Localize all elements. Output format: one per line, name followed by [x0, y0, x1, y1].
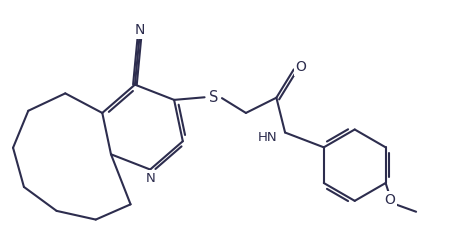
Text: S: S: [208, 90, 218, 105]
Text: N: N: [134, 23, 145, 37]
Text: HN: HN: [258, 131, 277, 144]
Text: O: O: [384, 193, 395, 207]
Text: N: N: [146, 172, 156, 185]
Text: O: O: [295, 60, 306, 74]
